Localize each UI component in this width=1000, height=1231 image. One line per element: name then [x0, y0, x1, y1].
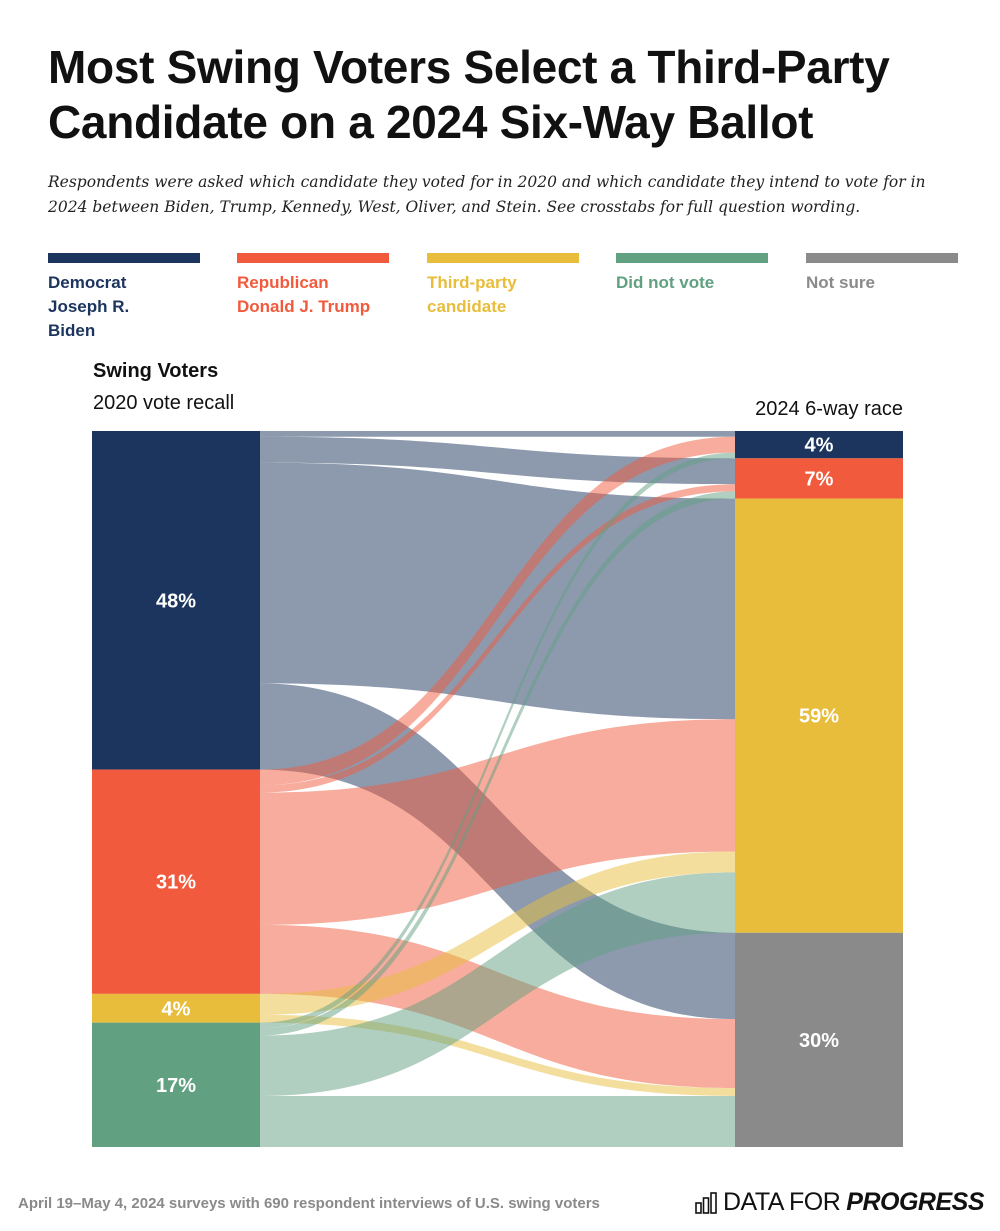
legend-item: Not sure: [806, 253, 958, 295]
right-node-label: 30%: [799, 1030, 839, 1052]
legend-swatch: [806, 253, 958, 263]
left-node-dnv: [92, 1022, 260, 1147]
footer-note: April 19–May 4, 2024 surveys with 690 re…: [18, 1195, 600, 1212]
flow-dnv-to-notsure: [260, 1095, 735, 1147]
subtitle: Respondents were asked which candidate t…: [48, 173, 926, 216]
left-node-dem: [92, 431, 260, 770]
legend-swatch: [427, 253, 579, 263]
flow-rep-to-third: [260, 719, 735, 925]
left-node-third: [92, 993, 260, 1023]
left-header-title: Swing Voters: [93, 360, 219, 382]
legend-swatch: [616, 253, 768, 263]
flow-dnv-to-rep: [260, 491, 735, 1036]
legend-label: Democrat Joseph R. Biden: [48, 273, 130, 340]
flows: [260, 431, 735, 1147]
right-node-dem: [735, 431, 903, 459]
legend-item: Third-party candidate: [427, 253, 579, 319]
legend-label: Did not vote: [616, 273, 715, 292]
legend-item: Republican Donald J. Trump: [237, 253, 389, 319]
bar-chart-icon: [695, 1191, 717, 1214]
legend-swatch: [48, 253, 200, 263]
right-node-rep: [735, 458, 903, 499]
right-node-label: 4%: [805, 435, 834, 457]
right-node-label: 59%: [799, 706, 839, 728]
right-node-label: 7%: [805, 468, 834, 490]
right-node-third: [735, 498, 903, 933]
legend-item: Did not vote: [616, 253, 768, 295]
left-node-label: 4%: [162, 998, 191, 1020]
left-header-subtitle: 2020 vote recall: [93, 392, 235, 414]
legend-label: Republican Donald J. Trump: [237, 273, 371, 316]
legend-swatch: [237, 253, 389, 263]
flow-rep-to-dem: [260, 436, 735, 786]
right-header: 2024 6-way race: [755, 398, 903, 420]
page-title: Most Swing Voters Select a Third-Party C…: [48, 41, 890, 148]
left-node-label: 17%: [156, 1075, 196, 1097]
flow-dem-to-third: [260, 462, 735, 720]
left-node-label: 48%: [156, 590, 196, 612]
flow-dnv-to-third: [260, 872, 735, 1096]
legend-label: Not sure: [806, 273, 875, 292]
flow-dem-to-dem: [260, 431, 735, 437]
legend-label: Third-party candidate: [427, 273, 517, 316]
flow-rep-to-rep: [260, 484, 735, 793]
flow-third-to-third: [260, 851, 735, 1015]
left-node-rep: [92, 769, 260, 994]
logo: DATA FOR PROGRESS: [695, 1188, 984, 1217]
right-node-notsure: [735, 932, 903, 1147]
legend-item: Democrat Joseph R. Biden: [48, 253, 200, 343]
logo-bold: PROGRESS: [846, 1188, 984, 1216]
flow-third-to-notsure: [260, 1014, 735, 1096]
left-node-label: 31%: [156, 872, 196, 894]
flow-dnv-to-dem: [260, 452, 735, 1029]
logo-light: DATA FOR: [722, 1188, 841, 1216]
